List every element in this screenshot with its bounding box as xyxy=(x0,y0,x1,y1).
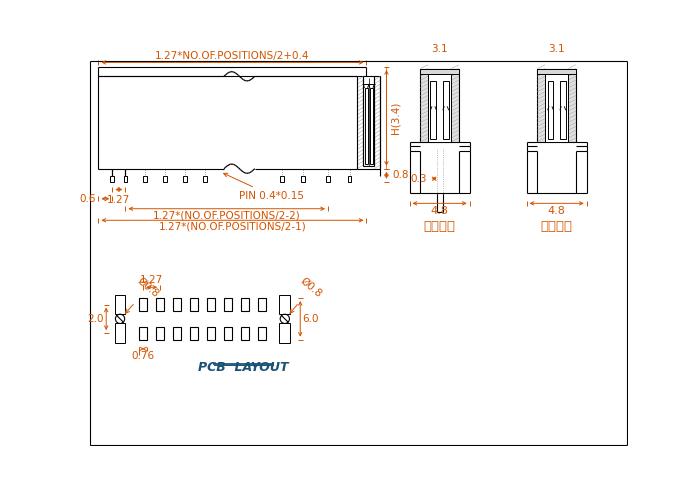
Bar xyxy=(241,327,248,340)
Bar xyxy=(224,298,232,311)
Bar xyxy=(420,69,459,74)
Bar xyxy=(163,176,167,182)
Text: 1.27*NO.OF.POSITIONS/2+0.4: 1.27*NO.OF.POSITIONS/2+0.4 xyxy=(155,51,309,61)
Bar xyxy=(547,81,554,139)
Bar xyxy=(326,176,330,182)
Bar xyxy=(207,298,215,311)
Text: 0.76: 0.76 xyxy=(132,351,155,361)
Bar xyxy=(115,324,125,343)
Bar xyxy=(190,298,198,311)
Bar xyxy=(302,176,305,182)
Bar xyxy=(365,88,368,164)
Bar xyxy=(279,324,290,343)
Bar xyxy=(452,69,459,142)
Bar xyxy=(115,295,125,314)
Bar xyxy=(224,327,232,340)
Bar xyxy=(280,176,284,182)
Bar xyxy=(111,176,114,182)
Bar xyxy=(279,295,290,314)
Bar xyxy=(241,298,248,311)
Text: 3.1: 3.1 xyxy=(548,44,565,54)
Text: 6.0: 6.0 xyxy=(302,314,319,324)
Text: 1.27*(NO.OF.POSITIONS/2-1): 1.27*(NO.OF.POSITIONS/2-1) xyxy=(159,222,307,232)
Text: 4.8: 4.8 xyxy=(547,205,566,215)
Text: 1.27: 1.27 xyxy=(140,275,163,285)
Bar xyxy=(139,298,147,311)
Bar xyxy=(348,176,351,182)
Bar xyxy=(538,69,576,74)
Bar xyxy=(190,327,198,340)
Bar xyxy=(139,327,147,340)
Bar xyxy=(156,327,164,340)
Bar xyxy=(183,176,187,182)
Bar xyxy=(428,74,452,142)
Text: Ø0.8: Ø0.8 xyxy=(290,276,324,313)
Bar xyxy=(173,327,181,340)
Text: PIN 0.4*0.15: PIN 0.4*0.15 xyxy=(224,173,304,200)
Bar xyxy=(568,69,576,142)
Text: 0.6: 0.6 xyxy=(79,194,95,204)
Bar xyxy=(156,298,164,311)
Bar xyxy=(173,298,181,311)
Bar xyxy=(443,81,449,139)
Bar xyxy=(560,81,566,139)
Text: 无定位柱: 无定位柱 xyxy=(540,219,573,232)
Text: 2.0: 2.0 xyxy=(88,314,104,324)
Bar xyxy=(143,176,146,182)
Text: 带定位柱: 带定位柱 xyxy=(424,219,456,232)
Bar xyxy=(430,81,436,139)
Bar xyxy=(258,298,265,311)
Bar xyxy=(258,327,265,340)
Bar xyxy=(545,74,568,142)
Bar xyxy=(123,176,127,182)
Text: PCB  LAYOUT: PCB LAYOUT xyxy=(198,361,288,374)
Text: Ø0.8: Ø0.8 xyxy=(125,276,161,313)
Bar xyxy=(203,176,206,182)
Text: 0.8: 0.8 xyxy=(393,170,409,180)
Bar xyxy=(420,69,428,142)
Text: 0.3: 0.3 xyxy=(410,174,426,184)
Bar xyxy=(207,327,215,340)
Text: H(3.4): H(3.4) xyxy=(391,102,400,134)
Text: 1.27: 1.27 xyxy=(107,195,130,205)
Bar xyxy=(370,88,373,164)
Text: 1.27*(NO.OF.POSITIONS/2-2): 1.27*(NO.OF.POSITIONS/2-2) xyxy=(153,210,300,220)
Text: 3.1: 3.1 xyxy=(431,44,448,54)
Text: 4.8: 4.8 xyxy=(430,205,449,215)
Bar xyxy=(538,69,545,142)
